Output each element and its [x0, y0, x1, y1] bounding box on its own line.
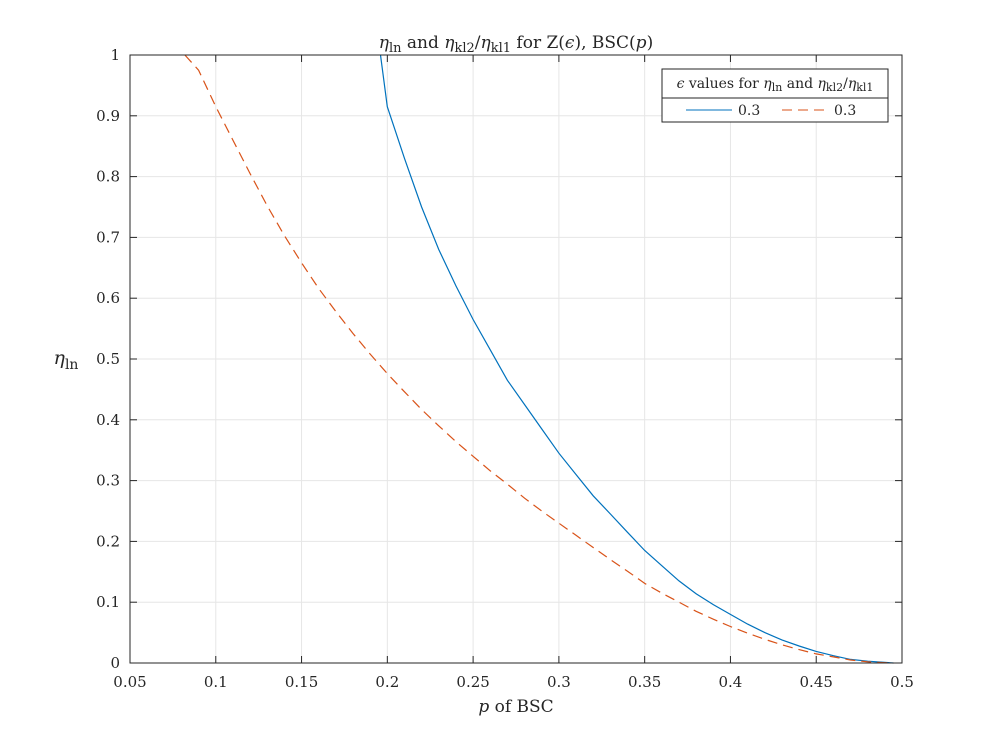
legend-label-1: 0.3 — [738, 103, 760, 119]
legend-title-eta2: η — [818, 76, 827, 92]
title-sub-kl1: kl1 — [491, 41, 511, 56]
y-tick-label: 0.2 — [96, 532, 120, 550]
y-tick-label: 0.1 — [96, 593, 120, 611]
legend-title-eta3: η — [848, 76, 857, 92]
y-tick-label: 0.5 — [96, 350, 120, 368]
x-tick-label: 0.5 — [890, 673, 914, 691]
chart-title: ηln and ηkl2/ηkl1 for Z(ϵ), BSC(p) — [379, 33, 653, 56]
y-tick-label: 0 — [110, 654, 120, 672]
legend-title-eta1: η — [763, 76, 772, 92]
legend-title-epsilon: ϵ — [677, 76, 685, 92]
x-tick-label: 0.4 — [719, 673, 743, 691]
y-tick-label: 0.6 — [96, 289, 120, 307]
grid — [129, 54, 903, 664]
y-axis-label: ηln — [54, 347, 79, 373]
series-layer — [184, 54, 894, 664]
x-tick-label: 0.3 — [547, 673, 571, 691]
y-tick-label: 0.8 — [96, 168, 120, 186]
y-axis-label-sub: ln — [65, 357, 79, 373]
y-tick-labels: 0 0.1 0.2 0.3 0.4 0.5 0.6 0.7 0.8 0.9 1 — [96, 46, 120, 672]
legend-title-sub1: ln — [772, 81, 783, 94]
y-tick-label: 0.4 — [96, 411, 120, 429]
x-tick-label: 0.25 — [456, 673, 489, 691]
title-eta-2: η — [444, 33, 455, 53]
legend-label-2: 0.3 — [834, 103, 856, 119]
x-axis-label-rest: of BSC — [489, 697, 553, 717]
x-tick-label: 0.35 — [628, 673, 661, 691]
x-tick-label: 0.05 — [113, 673, 146, 691]
title-epsilon: ϵ — [565, 33, 575, 53]
title-sub-kl2: kl2 — [454, 41, 474, 56]
y-tick-label: 0.7 — [96, 228, 120, 246]
legend: ϵ values for ηln and ηkl2/ηkl1 0.3 0.3 — [661, 68, 889, 123]
x-tick-labels: 0.05 0.1 0.15 0.2 0.25 0.3 0.35 0.4 0.45 0.5 — [113, 673, 914, 691]
y-tick-label: 0.9 — [96, 107, 120, 125]
legend-title-text2: and — [782, 76, 817, 92]
x-axis-label-p: p — [478, 697, 489, 717]
x-tick-label: 0.1 — [204, 673, 228, 691]
x-axis-label: p of BSC — [478, 697, 553, 717]
ticks — [129, 54, 903, 664]
y-tick-label: 1 — [110, 46, 120, 64]
y-axis-label-eta: η — [54, 347, 66, 369]
legend-title-sub2: kl2 — [826, 81, 843, 94]
legend-title: ϵ values for ηln and ηkl2/ηkl1 — [677, 76, 874, 94]
x-tick-label: 0.45 — [800, 673, 833, 691]
title-sub-ln: ln — [389, 41, 402, 56]
title-slash: / — [475, 33, 481, 53]
x-tick-label: 0.15 — [285, 673, 318, 691]
title-eta-3: η — [481, 33, 492, 53]
title-p: p — [636, 33, 647, 53]
title-suffix-1: for Z( — [511, 33, 565, 53]
title-and: and — [402, 33, 445, 53]
title-suffix-2: ), BSC( — [574, 33, 635, 53]
legend-box — [661, 68, 889, 123]
title-suffix-3: ) — [647, 33, 654, 53]
legend-title-text1: values for — [684, 76, 763, 92]
legend-title-slash: / — [843, 76, 848, 92]
x-tick-label: 0.2 — [375, 673, 399, 691]
y-tick-label: 0.3 — [96, 472, 120, 490]
series-line-solid — [379, 54, 894, 664]
title-eta-1: η — [379, 33, 390, 53]
legend-title-sub3: kl1 — [856, 81, 873, 94]
